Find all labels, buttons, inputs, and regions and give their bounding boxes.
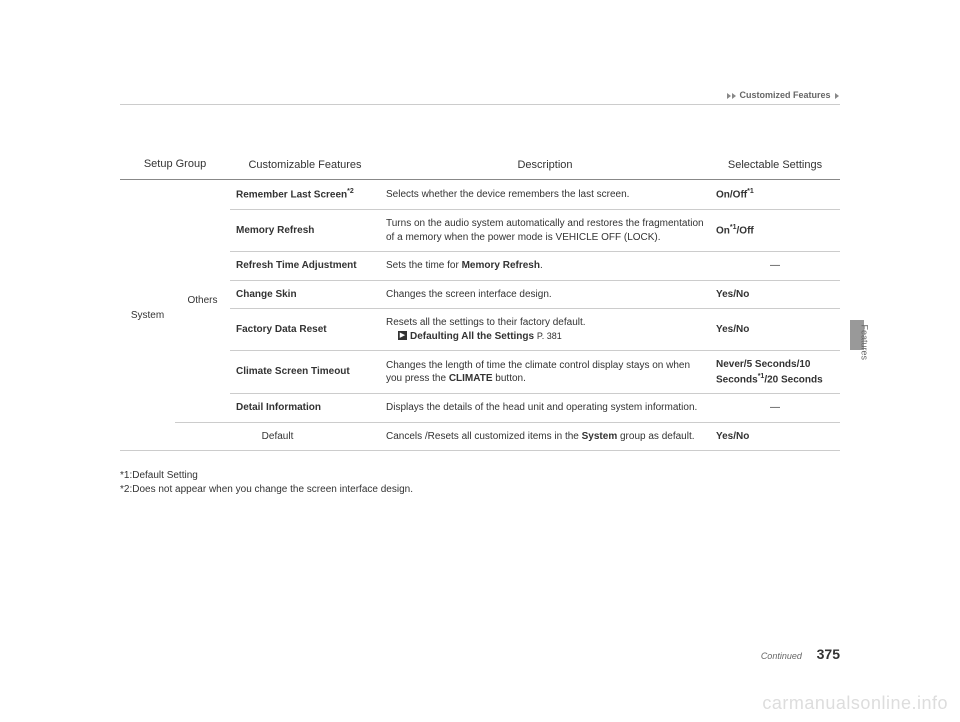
desc-cell: Changes the screen interface design. [380,280,710,309]
desc-text: Resets all the settings to their factory… [386,317,586,328]
subgroup-cell: Others [175,180,230,423]
feature-cell: Change Skin [230,280,380,309]
desc-cell: Resets all the settings to their factory… [380,309,710,351]
feature-sup: *2 [347,188,354,195]
settings-post: /Off [737,225,754,236]
desc-cell: Turns on the audio system automatically … [380,210,710,252]
desc-cell: Sets the time for Memory Refresh. [380,252,710,281]
settings-cell: On*1/Off [710,210,840,252]
header-settings: Selectable Settings [710,150,840,180]
desc-pre: Sets the time for [386,260,462,271]
table-row-default: Default Cancels /Resets all customized i… [120,422,840,451]
breadcrumb-text: Customized Features [739,90,830,100]
continued-label: Continued [761,651,802,661]
desc-cell: Cancels /Resets all customized items in … [380,422,710,451]
feature-cell: Remember Last Screen*2 [230,180,380,210]
table-header-row: Setup Group Customizable Features Descri… [120,150,840,180]
triangle-icon [835,93,839,99]
settings-post: /20 Seconds [764,374,822,385]
desc-bold: System [582,431,618,442]
settings-sup: *1 [730,224,737,231]
feature-cell: Refresh Time Adjustment [230,252,380,281]
settings-pre: On [716,225,730,236]
footnote-2: *2:Does not appear when you change the s… [120,483,840,497]
group-cell: System [120,180,175,451]
settings-sup: *1 [747,188,754,195]
footnote-1: *1:Default Setting [120,469,840,483]
ref-page: P. 381 [537,331,562,341]
header-feature: Customizable Features [230,150,380,180]
breadcrumb: Customized Features [727,90,840,100]
triangle-icon [732,93,736,99]
settings-cell: Yes/No [710,422,840,451]
feature-cell: Memory Refresh [230,210,380,252]
footnotes: *1:Default Setting *2:Does not appear wh… [120,469,840,497]
header-group: Setup Group [120,150,230,180]
ref-text: Defaulting All the Settings [410,331,534,342]
header-description: Description [380,150,710,180]
feature-cell: Factory Data Reset [230,309,380,351]
settings-label: On/Off [716,190,747,201]
desc-post: . [540,260,543,271]
side-label: Features [860,324,870,360]
desc-pre: Cancels /Resets all customized items in … [386,431,582,442]
desc-cell: Displays the details of the head unit an… [380,394,710,423]
settings-table: Setup Group Customizable Features Descri… [120,150,840,451]
desc-cell: Changes the length of time the climate c… [380,351,710,394]
desc-bold: CLIMATE [449,373,493,384]
desc-cell: Selects whether the device remembers the… [380,180,710,210]
settings-cell: Yes/No [710,280,840,309]
settings-cell: Yes/No [710,309,840,351]
desc-post: button. [493,373,526,384]
triangle-icon [727,93,731,99]
default-feature-cell: Default [175,422,380,451]
watermark: carmanualsonline.info [762,693,948,714]
settings-cell: On/Off*1 [710,180,840,210]
feature-cell: Climate Screen Timeout [230,351,380,394]
feature-cell: Detail Information [230,394,380,423]
page-number: 375 [817,646,840,662]
desc-bold: Memory Refresh [462,260,540,271]
settings-cell: Never/5 Seconds/10 Seconds*1/20 Seconds [710,351,840,394]
settings-cell: — [710,394,840,423]
header-rule [120,104,840,105]
desc-pre: Changes the length of time the climate c… [386,360,690,385]
settings-cell: — [710,252,840,281]
table-row: System Others Remember Last Screen*2 Sel… [120,180,840,210]
page-footer: Continued 375 [761,646,840,662]
feature-label: Remember Last Screen [236,190,347,201]
desc-post: group as default. [617,431,694,442]
reference-icon: ▶ [398,331,407,340]
